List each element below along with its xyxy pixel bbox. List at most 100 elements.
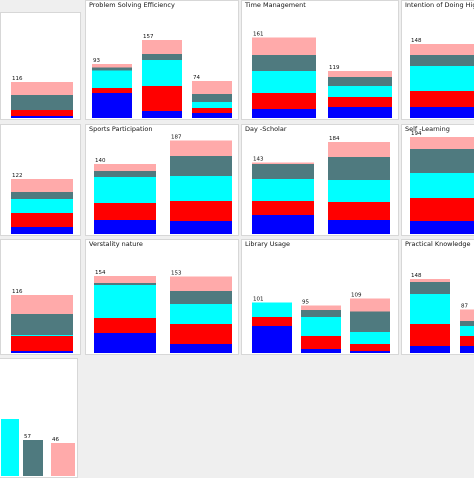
bar-segment-cyan [328,86,392,97]
bar-segment-pink [328,142,390,157]
bar-segment-pink [170,140,232,156]
bar-segment-red [252,93,316,109]
bar-segment-slate [170,291,232,304]
bar-segment-blue [142,111,182,118]
bar-segment-slate [328,77,392,86]
bar-segment-pink [301,305,341,310]
bar-value-label: 116 [12,76,23,82]
bar-segment-red [252,201,314,215]
bar-segment-cyan [252,302,292,317]
chart-title: Self -Learning [405,125,450,133]
bar-segment-blue [252,215,314,234]
bar-segment-red [92,88,132,93]
bar-segment-cyan [142,60,182,86]
bar-segment-slate [11,95,73,110]
bar-segment-cyan [410,294,450,324]
bar-value-label: 87 [461,304,468,310]
chart-title: Sports Participation [89,125,153,133]
chart-panel: Time Management 161 119 [241,0,399,120]
stacked-bar-chart: 116 [11,76,73,118]
bar-segment-blue [252,326,292,353]
chart-panel: Library Usage 101 95 109 [241,239,399,355]
bar-segment-slate [410,55,474,66]
chart-title: Practical Knowledge [405,240,471,248]
bar-segment-pink [350,298,390,312]
bar-segment-red [94,318,156,333]
bar-segment-cyan [11,199,73,213]
bar-value-label: 95 [302,300,309,306]
bar-segment-slate [252,164,314,179]
bar-segment-cyan [350,332,390,344]
chart-panel: Intention of Doing Higher Studies 148 [401,0,474,120]
chart-panel: Sports Participation 140 187 [85,124,239,236]
bar-segment-pink [252,37,316,55]
bar-segment-slate [11,314,73,335]
bar-segment-pink [252,162,314,164]
bar-segment-red [11,213,73,227]
bar-value-label: 116 [12,289,23,295]
bar-segment-red [328,97,392,107]
stacked-bar-chart: 140 187 [94,135,232,234]
bar-value-label: 93 [93,58,100,64]
bar-value-label: 157 [143,34,154,40]
stacked-bar-chart: 148 [410,38,474,118]
bar-segment-blue [350,351,390,353]
chart-panel: 57 46 [0,358,78,478]
bar-segment-blue [170,344,232,353]
bar-segment-cyan [252,71,316,93]
bar-segment-blue [170,221,232,234]
bar-value-label: 119 [329,65,340,71]
bar-segment-blue [460,346,474,353]
bar-segment-slate [252,55,316,71]
bar-segment-cyan [301,317,341,336]
chart-panel: Practical Knowledge 148 87 [401,239,474,355]
bar-segment-cyan [328,180,390,202]
bar-segment-red [94,203,156,220]
bar-segment-slate [460,321,474,326]
bar-segment-slate [11,192,73,199]
chart-title: Problem Solving Efficiency [89,1,175,9]
bar-segment-cyan [252,179,314,201]
bar-segment-red [11,336,73,351]
bar-segment-pink [328,71,392,77]
bar-segment-cyan [11,335,73,336]
bar-segment-cyan [460,326,474,336]
bar-segment-slate [410,149,474,173]
bar-segment-blue [328,107,392,118]
bar-segment-red [170,201,232,221]
bar-segment-pink [11,295,73,314]
bar-segment-blue [92,93,132,118]
bar-segment-blue [301,349,341,353]
bar-segment-red [350,344,390,351]
bar-segment-blue [410,107,474,118]
bar-segment-pink [410,279,450,282]
bar-segment-cyan [94,285,156,318]
bar-segment-blue [410,346,450,353]
bar-segment-cyan [410,173,474,198]
stacked-bar-chart: 161 119 [252,32,392,118]
stacked-bar-chart: 143 184 [252,136,390,234]
chart-title: Intention of Doing Higher Studies [405,1,474,9]
bar-segment-slate [142,54,182,60]
chart-panel: Day -Scholar 143 184 [241,124,399,236]
bar-segment-pink [460,309,474,321]
bar-value-label: 187 [171,135,182,141]
bar-segment-slate [23,440,43,476]
bar-segment-pink [92,64,132,68]
bar-segment-red [301,336,341,349]
bar-segment-slate [410,282,450,294]
chart-panel: Verstality nature 154 153 [85,239,239,355]
bar-value-label: 109 [351,293,362,299]
bar-segment-slate [92,67,132,71]
bar-segment-cyan [170,176,232,201]
bar-segment-cyan [94,177,156,203]
bar-segment-slate [170,156,232,176]
bar-segment-slate [301,310,341,317]
bar-value-label: 122 [12,173,23,179]
bar-segment-pink [142,40,182,54]
bar-segment-red [192,108,232,113]
stacked-bar-chart: 57 46 [1,419,75,476]
bar-segment-blue [328,220,390,234]
bar-value-label: 140 [95,158,106,164]
